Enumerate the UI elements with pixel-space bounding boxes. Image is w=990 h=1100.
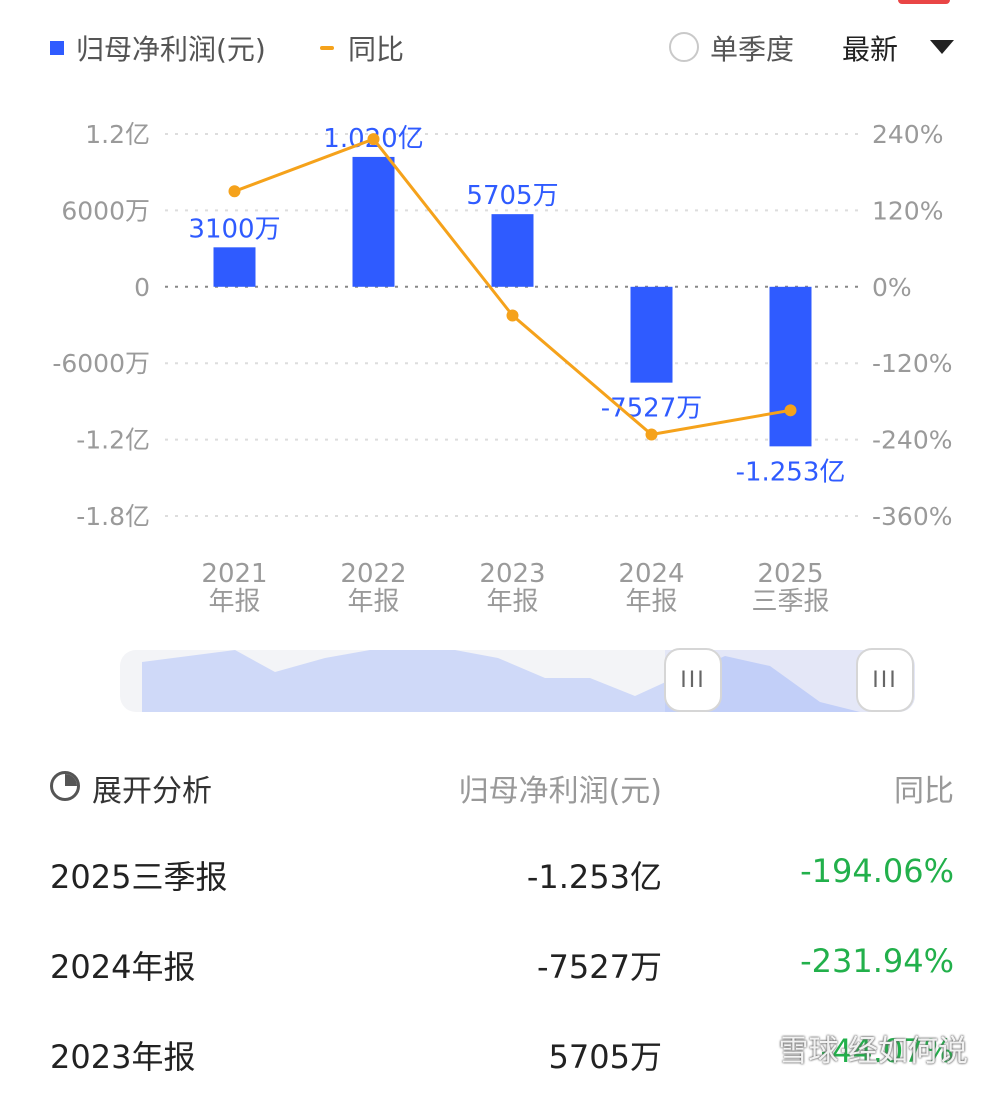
y-left-tick-label: -1.8亿 bbox=[76, 502, 150, 531]
legend-bar-swatch bbox=[50, 41, 64, 55]
y-right-tick-label: 0% bbox=[872, 273, 912, 302]
y-right-tick-label: -120% bbox=[872, 349, 953, 378]
y-right-tick-label: -360% bbox=[872, 502, 953, 531]
row-period: 2025三季报 bbox=[50, 858, 228, 896]
x-tick-label: 2023 年报 bbox=[479, 559, 545, 617]
watermark: 雪球·经如何说 bbox=[778, 1034, 968, 1069]
row-yoy: -231.94% bbox=[800, 942, 954, 980]
row-period: 2024年报 bbox=[50, 948, 196, 986]
y-left-tick-label: 0 bbox=[134, 273, 150, 302]
top-accent-bar bbox=[898, 0, 950, 4]
profit-chart: 1.2亿 240% 6000万 120% 0 0% -6000万 -120% -1.2亿 -240… bbox=[52, 120, 953, 617]
slider-preview-area bbox=[142, 650, 915, 712]
column-header-value: 归母净利润(元) bbox=[458, 774, 662, 809]
bar-data-label: 5705万 bbox=[466, 181, 558, 211]
slider-handle-right[interactable]: III bbox=[856, 648, 914, 712]
legend-line-series[interactable]: 同比 bbox=[320, 28, 404, 68]
yoy-point bbox=[506, 309, 519, 322]
y-right-tick-label: 240% bbox=[872, 120, 943, 149]
legend-bar-label: 归母净利润(元) bbox=[76, 33, 266, 66]
range-slider-track[interactable] bbox=[120, 650, 915, 712]
table-header: 展开分析 归母净利润(元) 同比 bbox=[0, 740, 990, 830]
x-tick-label: 2022 年报 bbox=[340, 559, 406, 617]
legend-line-label: 同比 bbox=[348, 33, 405, 66]
bar bbox=[630, 286, 673, 383]
chevron-down-icon[interactable] bbox=[930, 40, 954, 54]
y-right-tick-label: -240% bbox=[872, 426, 953, 455]
table-row[interactable]: 2025三季报 -1.253亿 -194.06% bbox=[0, 830, 990, 920]
x-tick-label: 2021 年报 bbox=[201, 559, 267, 617]
quarter-radio[interactable] bbox=[669, 32, 699, 62]
legend-line-swatch bbox=[320, 46, 334, 50]
bar bbox=[769, 286, 812, 447]
period-select[interactable]: 最新 bbox=[842, 33, 899, 66]
row-value: -1.253亿 bbox=[526, 858, 662, 896]
yoy-point bbox=[784, 404, 797, 417]
bar bbox=[491, 214, 534, 287]
row-period: 2023年报 bbox=[50, 1038, 196, 1076]
bar-data-label: -1.253亿 bbox=[736, 457, 846, 487]
pie-chart-icon[interactable] bbox=[50, 771, 80, 801]
y-left-tick-label: 6000万 bbox=[61, 196, 150, 225]
y-left-tick-label: -6000万 bbox=[52, 349, 150, 378]
y-right-tick-label: 120% bbox=[872, 196, 943, 225]
bar-data-label: -7527万 bbox=[601, 394, 703, 424]
row-yoy: -194.06% bbox=[800, 852, 954, 890]
row-value: 5705万 bbox=[548, 1038, 662, 1076]
y-left-tick-label: 1.2亿 bbox=[85, 120, 150, 149]
profit-table: 展开分析 归母净利润(元) 同比 2025三季报 -1.253亿 -194.06… bbox=[0, 740, 990, 1100]
yoy-point bbox=[645, 428, 658, 441]
slider-handle-left[interactable]: III bbox=[664, 648, 722, 712]
bar bbox=[213, 247, 256, 287]
x-tick-label: 2024 年报 bbox=[618, 559, 684, 617]
column-header-yoy: 同比 bbox=[894, 774, 954, 809]
quarter-toggle-label[interactable]: 单季度 bbox=[710, 33, 795, 66]
yoy-point bbox=[367, 133, 380, 146]
yoy-point bbox=[228, 185, 241, 198]
bar-data-label: 3100万 bbox=[188, 214, 280, 244]
y-left-tick-label: -1.2亿 bbox=[76, 426, 150, 455]
table-row[interactable]: 2024年报 -7527万 -231.94% bbox=[0, 920, 990, 1010]
table-row[interactable]: 2023年报 5705万 -44.07% bbox=[0, 1010, 990, 1100]
legend-bar-series[interactable]: 归母净利润(元) bbox=[50, 28, 266, 68]
chart-legend: 归母净利润(元) 同比 单季度 最新 bbox=[0, 22, 990, 72]
row-value: -7527万 bbox=[537, 948, 662, 986]
expand-analysis-button[interactable]: 展开分析 bbox=[92, 774, 212, 809]
x-tick-label: 2025 三季报 bbox=[751, 559, 829, 617]
row-yoy: -44.07% bbox=[820, 1032, 954, 1070]
bar bbox=[352, 156, 395, 287]
